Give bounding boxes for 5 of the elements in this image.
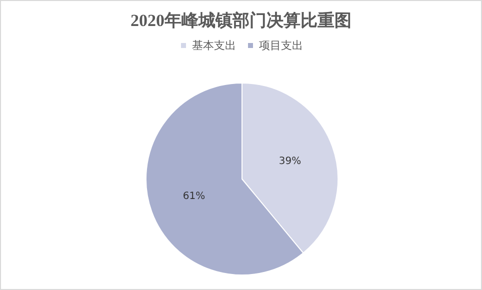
legend-label: 基本支出 [192, 39, 236, 52]
data-label: 39% [278, 156, 302, 168]
chart-title: 2020年峰城镇部门决算比重图 [130, 11, 352, 30]
legend-label: 项目支出 [259, 39, 303, 52]
data-label: 61% [182, 190, 206, 202]
